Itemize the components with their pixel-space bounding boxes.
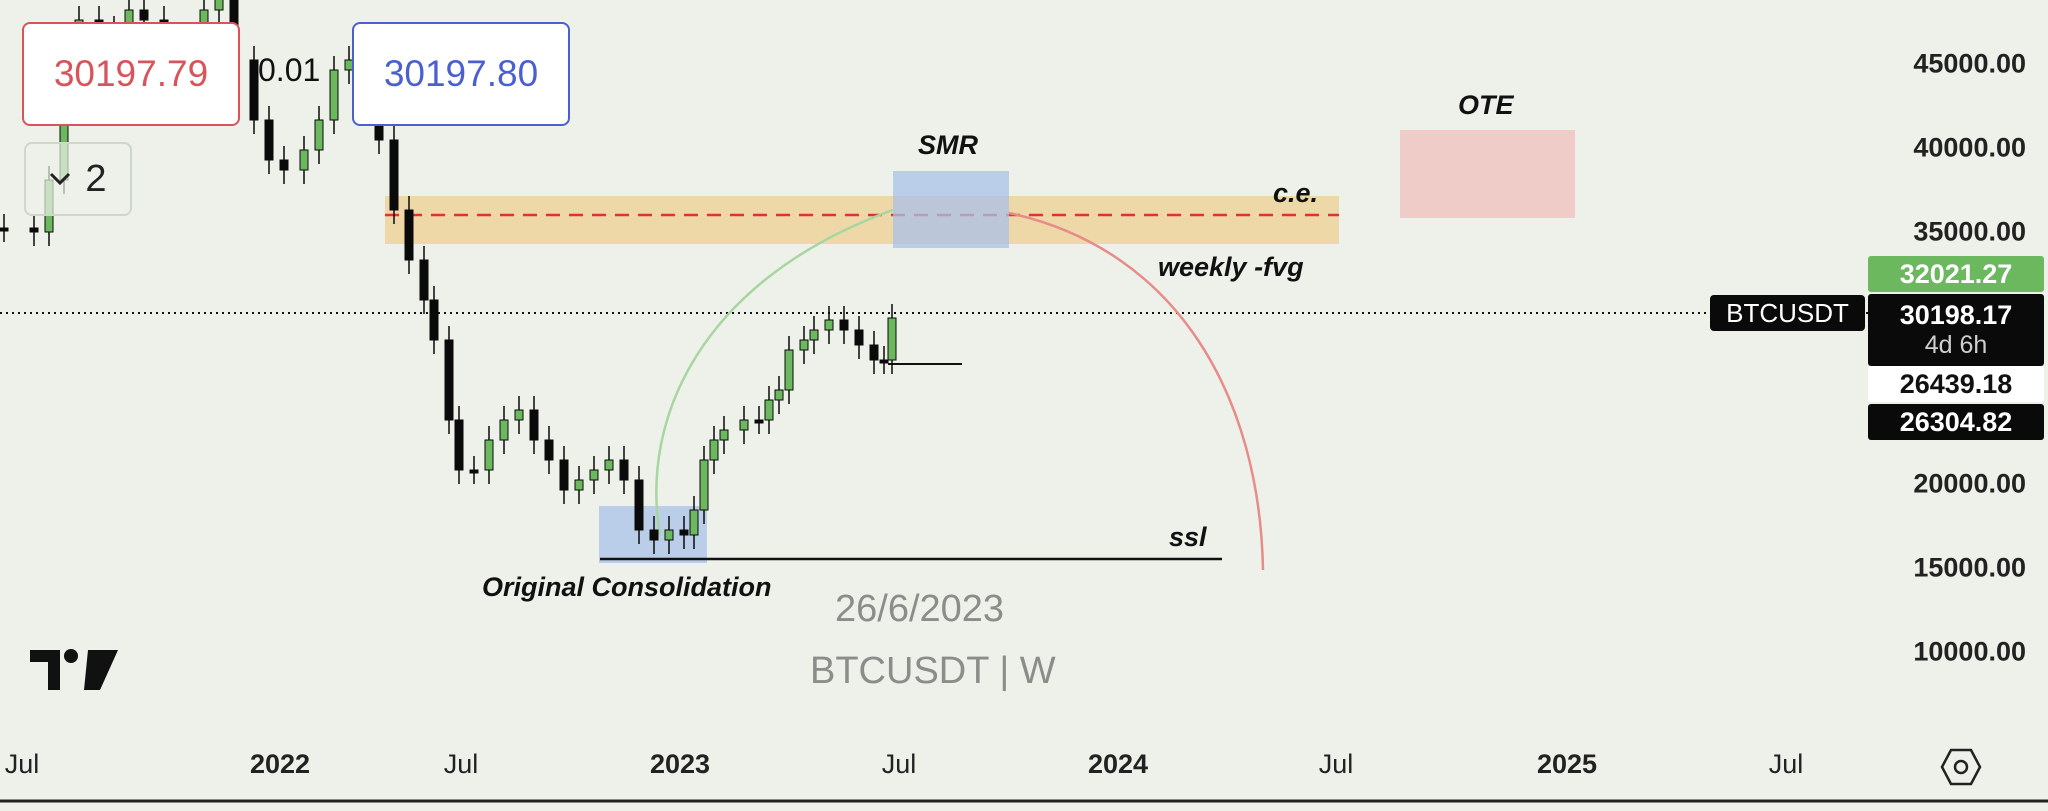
candle-bull <box>824 319 834 331</box>
y-tick-label: 15000.00 <box>1913 552 2026 583</box>
smr-label: SMR <box>918 130 978 160</box>
y-tick-label: 10000.00 <box>1913 636 2026 667</box>
candle-bear <box>389 139 399 211</box>
candle-bear <box>619 459 629 481</box>
candle-bull <box>514 409 524 421</box>
x-tick-label: 2022 <box>249 749 311 779</box>
candle-bull <box>214 0 224 11</box>
candle-bull <box>484 439 494 471</box>
candle-bear <box>419 259 429 301</box>
current-price-tag: 30198.17 4d 6h <box>1868 294 2044 366</box>
candle-bull <box>499 419 509 441</box>
candle-bear <box>279 159 289 171</box>
candle-bear <box>634 479 644 531</box>
candle-bull <box>764 399 774 421</box>
candle-bear <box>879 359 889 364</box>
x-tick-label: Jul <box>443 749 479 779</box>
candle-bear <box>679 529 689 536</box>
candle-bull <box>604 459 614 471</box>
sell-price: 30197.79 <box>53 53 209 94</box>
chevron-down-icon <box>50 172 71 186</box>
fvg-label: weekly -fvg <box>1158 252 1304 282</box>
candle-bear <box>264 119 274 161</box>
candle-bear <box>469 469 479 474</box>
candle-bear <box>429 299 439 341</box>
projection-curve-red <box>1008 211 1265 571</box>
candle-bull <box>887 317 897 361</box>
price-tag-green: 32021.27 <box>1868 256 2044 292</box>
x-tick-label: 2025 <box>1536 749 1598 779</box>
watermark-symbol: BTCUSDT | W <box>810 650 1056 692</box>
candle-bull <box>299 149 309 171</box>
candle-bear <box>839 319 849 331</box>
candle-bull <box>719 429 729 441</box>
candle-bull <box>709 439 719 461</box>
candle-bull <box>739 419 749 431</box>
price-tag-white: 26439.18 <box>1868 366 2044 402</box>
candle-bull <box>664 529 674 541</box>
candle-bull <box>699 459 709 511</box>
bar-countdown: 4d 6h <box>1924 331 1988 359</box>
x-tick-label: Jul <box>4 749 40 779</box>
y-tick-label: 40000.00 <box>1913 132 2026 163</box>
candle-bull <box>799 339 809 351</box>
spread-value: 0.01 <box>258 52 321 88</box>
candle-bear <box>139 9 149 21</box>
candle-bull <box>574 479 584 491</box>
x-tick-label: Jul <box>881 749 917 779</box>
smr-box <box>893 171 1009 248</box>
x-tick-label: Jul <box>1768 749 1804 779</box>
consolidation-label: Original Consolidation <box>482 572 772 602</box>
candle-bear <box>404 209 414 261</box>
fvg-zone <box>385 196 1339 244</box>
x-tick-label: Jul <box>1318 749 1354 779</box>
candle-bear <box>444 339 454 421</box>
sell-price-box[interactable]: 30197.79 <box>22 22 240 126</box>
ote-label: OTE <box>1458 90 1514 120</box>
candle-bull <box>784 349 794 391</box>
candle-bull <box>589 469 599 481</box>
buy-price: 30197.80 <box>383 53 539 94</box>
candle-bull <box>689 509 699 536</box>
candle-bear <box>29 227 39 233</box>
tradingview-logo-icon <box>30 649 118 690</box>
current-price: 30198.17 <box>1899 300 2013 330</box>
price-tag-black: 26304.82 <box>1868 404 2044 440</box>
buy-price-box[interactable]: 30197.80 <box>352 22 570 126</box>
ote-box <box>1400 130 1575 218</box>
candle-bear <box>249 59 259 121</box>
y-tick-label: 35000.00 <box>1913 216 2026 247</box>
x-tick-label: 2024 <box>1087 749 1149 779</box>
candle-bull <box>329 69 339 121</box>
candle-bear <box>869 344 879 361</box>
candle-bull <box>809 329 819 341</box>
candle-bear <box>0 227 9 232</box>
candle-bear <box>854 329 864 346</box>
candle-bear <box>649 529 659 541</box>
ce-label: c.e. <box>1273 178 1319 208</box>
symbol-tag: BTCUSDT <box>1710 295 1865 331</box>
projection-curve-green <box>655 208 894 536</box>
y-tick-label: 20000.00 <box>1913 468 2026 499</box>
watermark-date: 26/6/2023 <box>835 588 1005 630</box>
y-tick-label: 45000.00 <box>1913 48 2026 79</box>
candle-bull <box>774 389 784 401</box>
ssl-label: ssl <box>1169 522 1207 552</box>
settings-icon[interactable] <box>1940 746 1982 788</box>
candle-bear <box>559 459 569 491</box>
candle-bear <box>754 419 764 424</box>
collapse-count: 2 <box>85 157 107 200</box>
x-tick-label: 2023 <box>649 749 711 779</box>
collapse-indicators-button[interactable]: 2 <box>24 142 132 216</box>
candle-bear <box>529 409 539 441</box>
candle-bear <box>454 419 464 471</box>
candle-bear <box>544 439 554 461</box>
candle-bull <box>314 119 324 151</box>
